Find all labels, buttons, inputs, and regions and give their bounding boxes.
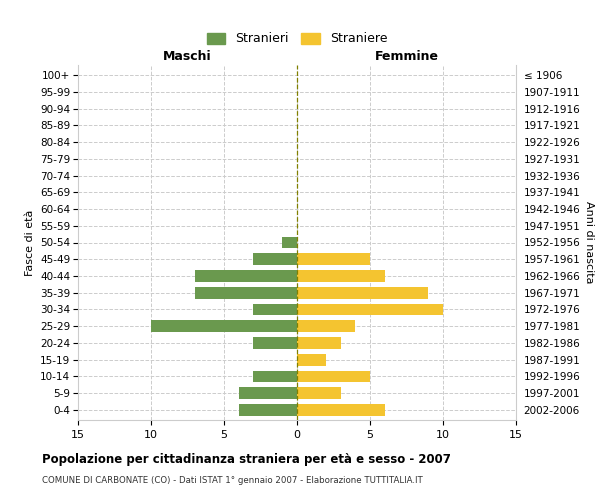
Bar bbox=[297, 287, 428, 298]
Text: Femmine: Femmine bbox=[374, 50, 439, 64]
Bar bbox=[297, 270, 385, 282]
Bar bbox=[195, 287, 297, 298]
Bar bbox=[297, 320, 355, 332]
Bar bbox=[239, 404, 297, 416]
Bar bbox=[239, 388, 297, 399]
Legend: Stranieri, Straniere: Stranieri, Straniere bbox=[203, 28, 391, 49]
Bar bbox=[297, 370, 370, 382]
Y-axis label: Anni di nascita: Anni di nascita bbox=[584, 201, 594, 284]
Bar bbox=[297, 388, 341, 399]
Text: Popolazione per cittadinanza straniera per età e sesso - 2007: Popolazione per cittadinanza straniera p… bbox=[42, 452, 451, 466]
Text: COMUNE DI CARBONATE (CO) - Dati ISTAT 1° gennaio 2007 - Elaborazione TUTTITALIA.: COMUNE DI CARBONATE (CO) - Dati ISTAT 1°… bbox=[42, 476, 423, 485]
Bar bbox=[297, 337, 341, 349]
Bar bbox=[297, 304, 443, 316]
Bar bbox=[151, 320, 297, 332]
Y-axis label: Fasce di età: Fasce di età bbox=[25, 210, 35, 276]
Bar bbox=[253, 337, 297, 349]
Bar bbox=[253, 304, 297, 316]
Bar bbox=[297, 404, 385, 416]
Bar bbox=[297, 354, 326, 366]
Bar bbox=[195, 270, 297, 282]
Text: Maschi: Maschi bbox=[163, 50, 212, 64]
Bar bbox=[253, 254, 297, 265]
Bar bbox=[283, 236, 297, 248]
Bar bbox=[297, 254, 370, 265]
Bar bbox=[253, 370, 297, 382]
